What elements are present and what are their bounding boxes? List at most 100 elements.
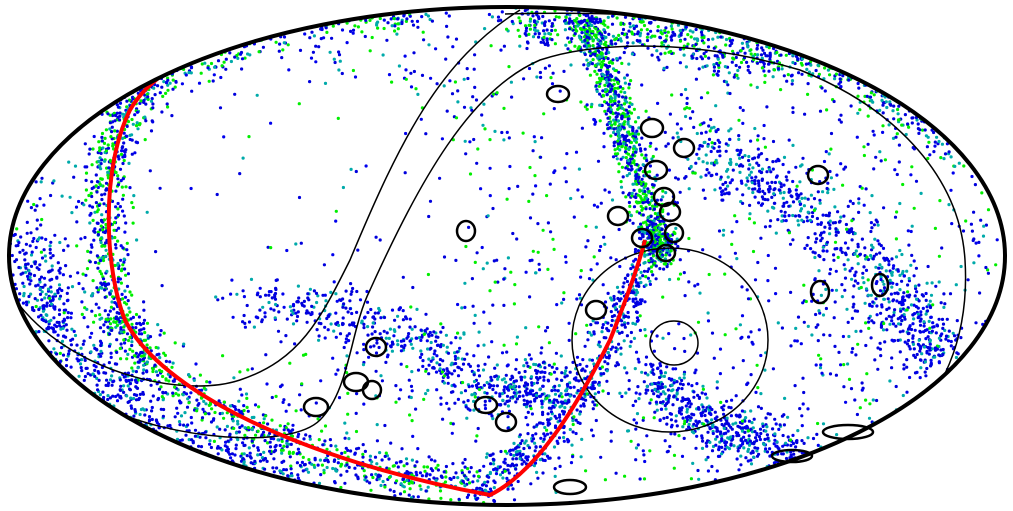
- point: [286, 422, 290, 426]
- point: [621, 191, 625, 195]
- point: [795, 197, 799, 201]
- point: [102, 141, 107, 145]
- point: [630, 32, 635, 36]
- point: [879, 244, 883, 248]
- point: [779, 191, 783, 195]
- point: [642, 23, 647, 28]
- point: [840, 283, 844, 287]
- point: [715, 427, 719, 431]
- point: [102, 202, 106, 206]
- point: [395, 479, 399, 483]
- point: [783, 210, 787, 214]
- point: [612, 314, 617, 318]
- point: [553, 28, 558, 32]
- point: [739, 444, 743, 448]
- point: [926, 346, 930, 350]
- point: [396, 22, 400, 26]
- point: [238, 425, 242, 430]
- point: [82, 378, 86, 382]
- point: [100, 256, 104, 260]
- point: [631, 321, 635, 325]
- point: [243, 443, 247, 447]
- point: [396, 465, 400, 469]
- point: [132, 194, 136, 198]
- point: [40, 256, 45, 260]
- point: [563, 406, 567, 410]
- point: [132, 414, 136, 418]
- point: [222, 60, 226, 64]
- point: [627, 82, 631, 86]
- point: [282, 428, 286, 432]
- point: [368, 481, 372, 485]
- point: [149, 383, 153, 387]
- point: [198, 373, 202, 377]
- point: [392, 489, 396, 494]
- point: [669, 24, 674, 28]
- point: [164, 377, 168, 381]
- point: [590, 358, 595, 362]
- point: [682, 53, 686, 57]
- point: [119, 269, 124, 273]
- point: [654, 277, 658, 281]
- point: [700, 57, 705, 61]
- point: [864, 268, 869, 272]
- point: [915, 352, 919, 357]
- point: [376, 26, 380, 30]
- point: [613, 140, 617, 144]
- point: [106, 397, 110, 402]
- point: [125, 313, 129, 317]
- point: [843, 267, 847, 271]
- point: [541, 14, 545, 19]
- point: [941, 326, 945, 330]
- point: [817, 269, 821, 273]
- point: [60, 288, 64, 293]
- point: [703, 54, 708, 58]
- point: [36, 283, 40, 287]
- point: [84, 198, 88, 202]
- point: [586, 63, 590, 67]
- point: [609, 39, 613, 43]
- point: [139, 351, 143, 355]
- point: [622, 339, 626, 343]
- point: [575, 408, 579, 412]
- point: [101, 277, 106, 281]
- point: [494, 472, 499, 476]
- point: [905, 269, 909, 273]
- point: [639, 28, 644, 32]
- point: [97, 371, 101, 375]
- point: [100, 213, 104, 217]
- point: [676, 135, 680, 139]
- point: [891, 298, 896, 302]
- point: [627, 147, 631, 151]
- point: [142, 408, 147, 412]
- point: [18, 292, 22, 296]
- point: [394, 461, 399, 465]
- point: [629, 140, 634, 145]
- point: [571, 430, 575, 434]
- point: [747, 167, 751, 171]
- point: [149, 399, 153, 403]
- point: [173, 385, 177, 389]
- point: [234, 443, 238, 447]
- point: [87, 193, 91, 198]
- point: [420, 15, 424, 19]
- point: [762, 62, 766, 66]
- point: [818, 198, 822, 202]
- point: [763, 74, 767, 78]
- point: [606, 57, 610, 61]
- point: [846, 246, 850, 250]
- point: [258, 452, 263, 457]
- point: [711, 431, 715, 436]
- point: [35, 227, 39, 231]
- point: [665, 365, 669, 369]
- point: [543, 425, 547, 430]
- point: [246, 426, 250, 430]
- point: [48, 278, 52, 282]
- point: [636, 132, 641, 136]
- point: [595, 72, 599, 76]
- point: [713, 141, 717, 146]
- point: [884, 317, 889, 321]
- point: [656, 390, 660, 394]
- point: [468, 481, 472, 485]
- point: [719, 35, 723, 39]
